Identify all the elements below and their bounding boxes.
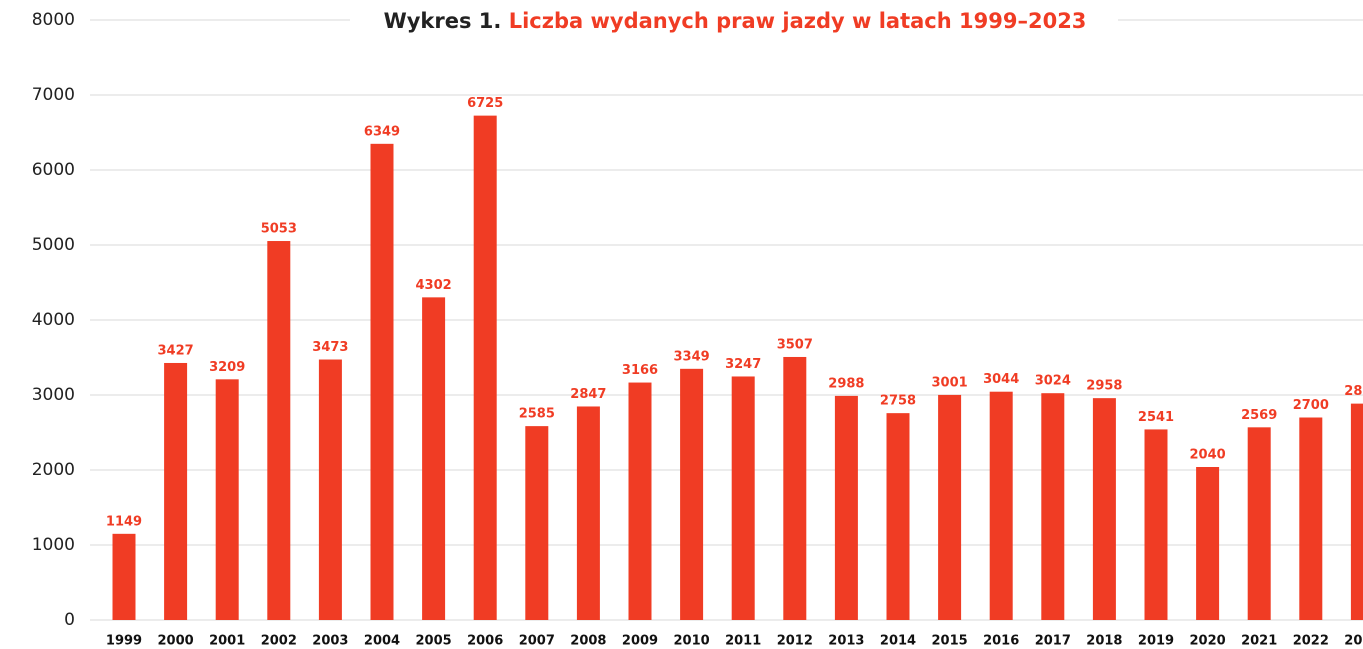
value-label: 1149	[106, 514, 142, 529]
bar	[215, 379, 239, 620]
title-main: Liczba wydanych praw jazdy w latach 1999…	[509, 9, 1087, 33]
bar	[783, 356, 807, 620]
x-tick-label: 2021	[1241, 634, 1277, 649]
value-label: 6349	[364, 124, 400, 139]
value-label: 3044	[983, 372, 1019, 387]
bar	[1196, 467, 1220, 620]
y-tick-label: 2000	[32, 460, 75, 480]
x-tick-label: 2006	[467, 634, 503, 649]
x-tick-label: 2005	[416, 634, 452, 649]
bar	[1041, 393, 1065, 620]
bar	[886, 413, 910, 620]
value-label: 3247	[725, 357, 761, 372]
value-label: 6725	[467, 96, 503, 111]
x-tick-label: 2022	[1293, 634, 1329, 649]
value-label: 2885	[1344, 384, 1363, 399]
value-label: 2847	[570, 387, 606, 402]
bar	[1350, 403, 1363, 620]
bar	[1299, 417, 1323, 620]
x-tick-label: 2001	[209, 634, 245, 649]
x-tick-label: 2007	[519, 634, 555, 649]
value-label: 3024	[1035, 374, 1071, 389]
bar	[112, 533, 136, 620]
x-tick-label: 2016	[983, 634, 1019, 649]
x-tick-label: 2003	[312, 634, 348, 649]
x-tick-label: 2009	[622, 634, 658, 649]
bar	[1144, 429, 1168, 620]
y-tick-label: 0	[64, 610, 75, 630]
bar	[473, 115, 497, 620]
bar	[680, 368, 704, 620]
x-tick-label: 2010	[674, 634, 710, 649]
x-tick-label: 2011	[725, 634, 761, 649]
bar	[989, 391, 1013, 620]
value-label: 3427	[158, 343, 194, 358]
x-tick-label: 2017	[1035, 634, 1071, 649]
value-label: 3473	[312, 340, 348, 355]
value-label: 3349	[674, 349, 710, 364]
x-tick-label: 2023	[1344, 634, 1363, 649]
value-label: 2541	[1138, 410, 1174, 425]
x-tick-label: 2000	[158, 634, 194, 649]
value-label: 2958	[1086, 379, 1122, 394]
y-tick-label: 7000	[32, 85, 75, 105]
bar	[1247, 427, 1271, 620]
bar	[1092, 398, 1116, 620]
bar	[370, 143, 394, 620]
y-tick-label: 8000	[32, 10, 75, 30]
value-label: 2569	[1241, 408, 1277, 423]
x-tick-label: 2008	[570, 634, 606, 649]
value-label: 3507	[777, 337, 813, 352]
title-prefix: Wykres 1.	[384, 9, 502, 33]
value-label: 2040	[1190, 448, 1226, 463]
bar	[731, 376, 755, 620]
value-label: 2700	[1293, 398, 1329, 413]
bar	[318, 359, 342, 620]
bar	[628, 382, 652, 620]
y-tick-label: 1000	[32, 535, 75, 555]
x-tick-label: 2004	[364, 634, 400, 649]
bar	[525, 426, 549, 620]
value-label: 2585	[519, 407, 555, 422]
y-tick-label: 4000	[32, 310, 75, 330]
bar	[267, 241, 291, 620]
value-label: 4302	[416, 278, 452, 293]
x-tick-label: 2012	[777, 634, 813, 649]
bar	[422, 297, 446, 620]
value-label: 2758	[880, 394, 916, 409]
x-tick-label: 2018	[1086, 634, 1122, 649]
x-tick-label: 2015	[932, 634, 968, 649]
y-tick-label: 5000	[32, 235, 75, 255]
x-tick-label: 1999	[106, 634, 142, 649]
value-label: 3209	[209, 360, 245, 375]
y-tick-label: 3000	[32, 385, 75, 405]
x-tick-label: 2013	[828, 634, 864, 649]
value-label: 3001	[932, 375, 968, 390]
x-tick-label: 2014	[880, 634, 916, 649]
value-label: 2988	[828, 376, 864, 391]
value-label: 5053	[261, 222, 297, 237]
y-tick-label: 6000	[32, 160, 75, 180]
bar	[938, 394, 962, 620]
chart-title: Wykres 1. Liczba wydanych praw jazdy w l…	[384, 9, 1087, 33]
x-tick-label: 2002	[261, 634, 297, 649]
bar	[834, 395, 858, 620]
bar	[164, 362, 188, 620]
value-label: 3166	[622, 363, 658, 378]
bar	[576, 406, 600, 620]
x-tick-label: 2020	[1190, 634, 1226, 649]
x-tick-label: 2019	[1138, 634, 1174, 649]
